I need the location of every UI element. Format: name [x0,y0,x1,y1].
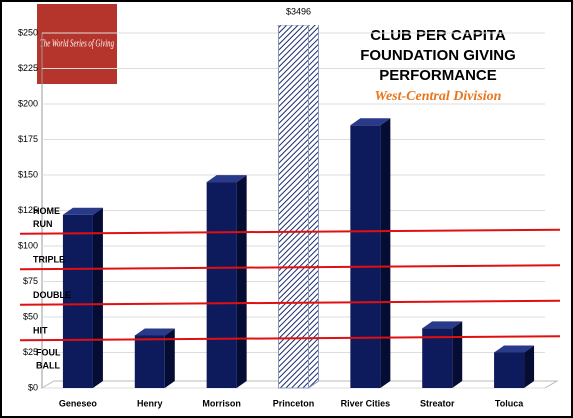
chart-title: FOUNDATION GIVING [360,47,516,64]
bar [62,214,93,388]
reference-line [19,228,561,235]
y-tick-label: $200 [18,98,38,108]
reference-line [19,299,561,306]
bar-side [92,207,103,388]
reference-label: HOME RUN [33,206,60,229]
bar-top [206,175,247,183]
y-tick-label: $100 [18,240,38,250]
y-tick-label: $50 [23,311,38,321]
bar-top [422,321,463,329]
bar-side [308,25,319,389]
y-tick-label: $175 [18,134,38,144]
bar [278,25,309,389]
chart-subtitle: West-Central Division [375,89,502,104]
bar-top [350,118,391,126]
bar [494,352,525,388]
bars [62,25,535,389]
data-label: $3496 [286,6,311,16]
reference-line [19,264,561,271]
reference-label: HIT [33,326,48,336]
y-tick-label: $75 [23,276,38,286]
y-tick-label: $25 [23,347,38,357]
bar-top [134,328,175,336]
x-tick-label: Princeton [273,398,315,408]
y-tick-label: $125 [18,205,38,215]
bar [422,328,453,388]
logo-text: The World Series of Giving [40,38,114,50]
reference-line [19,335,561,342]
logo-box [37,4,117,84]
y-tick-label: $0 [28,382,38,392]
bar-side [236,175,247,388]
x-tick-label: Morrison [202,398,241,408]
bar-side [524,345,535,388]
x-tick-label: Geneseo [59,398,98,408]
y-tick-label: $225 [18,63,38,73]
bar-side [380,118,391,389]
chart-title: CLUB PER CAPITA [370,27,506,44]
bar-side [164,328,175,388]
x-tick-label: Toluca [495,398,524,408]
reference-label: DOUBLE [33,290,71,300]
bar [206,182,237,388]
x-tick-label: River Cities [341,398,391,408]
bar-side [452,321,463,388]
chart-title: PERFORMANCE [379,67,497,84]
x-tick-label: Streator [420,398,455,408]
bar [350,125,381,389]
x-tick-label: Henry [137,398,163,408]
y-tick-label: $250 [18,27,38,37]
bar-top [494,345,535,353]
logo: The World Series of Giving [37,4,117,84]
bar [134,335,165,388]
bar-top [62,207,103,215]
reference-label: FOUL BALL [36,348,61,371]
y-tick-label: $150 [18,169,38,179]
reference-label: TRIPLE [33,255,65,265]
